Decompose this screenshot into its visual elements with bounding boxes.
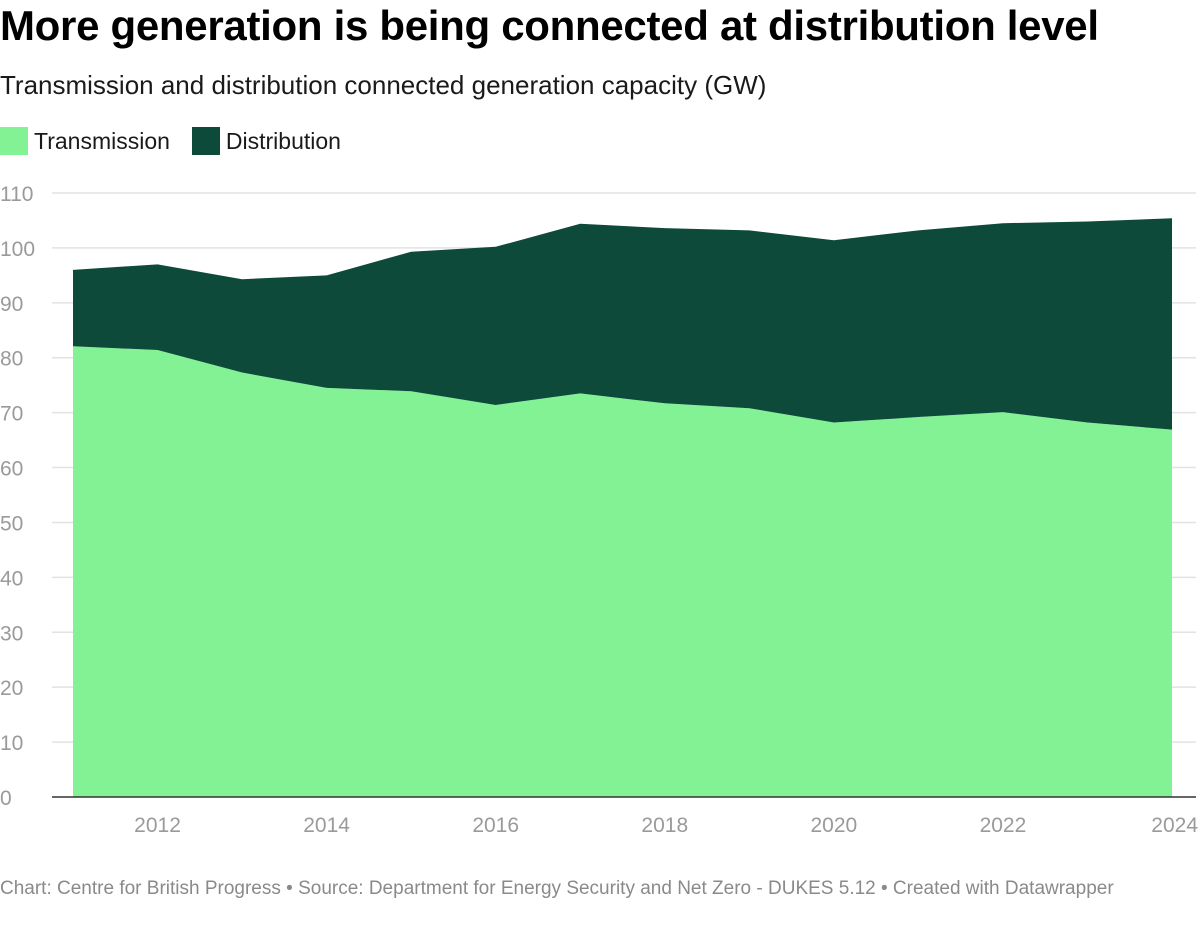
legend-swatch-distribution bbox=[191, 127, 220, 155]
area-chart: 0 10 20 30 40 50 60 70 80 90 100 110 2012 2014 2016 201… bbox=[0, 183, 1198, 837]
y-tick-label: 30 bbox=[0, 622, 23, 645]
legend: Transmission Distribution bbox=[0, 127, 363, 155]
legend-item-transmission: Transmission bbox=[0, 127, 170, 155]
x-tick-label: 2024 bbox=[1151, 814, 1198, 837]
chart-footer: Chart: Centre for British Progress • Sou… bbox=[0, 878, 1114, 899]
series-area-transmission bbox=[73, 346, 1172, 797]
x-tick-label: 2012 bbox=[134, 814, 181, 837]
y-tick-label: 80 bbox=[0, 348, 23, 371]
chart-title: More generation is being connected at di… bbox=[0, 2, 1099, 49]
chart-subtitle: Transmission and distribution connected … bbox=[0, 70, 767, 100]
y-tick-label: 100 bbox=[0, 238, 35, 261]
x-tick-label: 2020 bbox=[810, 814, 857, 837]
y-tick-label: 70 bbox=[0, 403, 23, 426]
y-tick-label: 90 bbox=[0, 293, 23, 316]
y-tick-label: 0 bbox=[0, 787, 12, 810]
legend-item-distribution: Distribution bbox=[191, 127, 341, 155]
series-area-distribution bbox=[73, 218, 1172, 430]
x-tick-label: 2022 bbox=[980, 814, 1027, 837]
y-tick-label: 60 bbox=[0, 458, 23, 481]
y-tick-label: 110 bbox=[0, 183, 33, 206]
y-tick-label: 10 bbox=[0, 732, 23, 755]
x-tick-label: 2014 bbox=[303, 814, 350, 837]
x-tick-label: 2018 bbox=[641, 814, 688, 837]
y-tick-label: 20 bbox=[0, 677, 23, 700]
y-tick-label: 50 bbox=[0, 512, 23, 535]
x-tick-label: 2016 bbox=[472, 814, 519, 837]
legend-label-transmission: Transmission bbox=[34, 127, 170, 154]
legend-label-distribution: Distribution bbox=[225, 127, 341, 154]
y-tick-label: 40 bbox=[0, 567, 23, 590]
legend-swatch-transmission bbox=[0, 127, 28, 155]
